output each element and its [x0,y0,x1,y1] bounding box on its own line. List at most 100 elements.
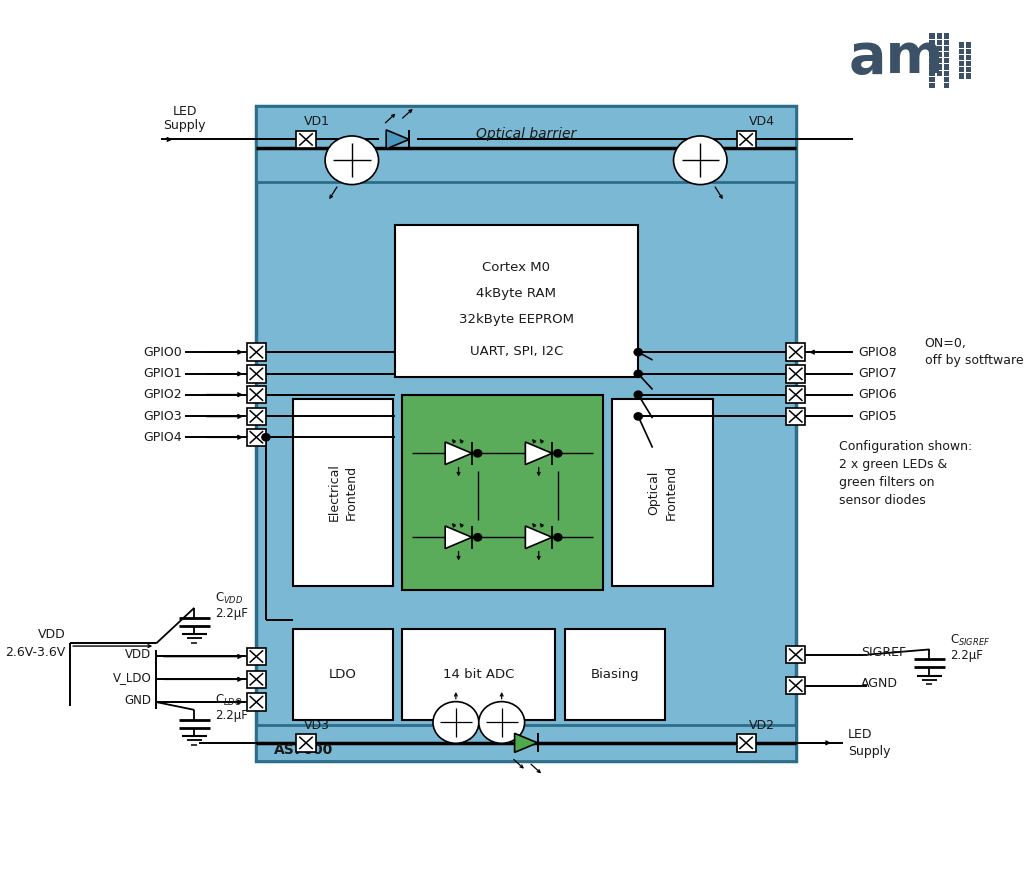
Bar [944,83,949,88]
Text: Biasing: Biasing [591,668,639,681]
Bar [247,386,266,403]
Text: LED: LED [848,727,872,740]
Bar [247,648,266,665]
Bar [944,52,949,57]
Text: LED: LED [173,105,197,118]
Bar [292,629,393,720]
Text: 2.2μF: 2.2μF [215,709,249,722]
Bar [937,64,942,70]
Bar [786,343,805,361]
Bar [944,39,949,44]
Bar [247,693,266,711]
Text: V_LDO: V_LDO [113,671,151,684]
Bar [256,105,796,182]
Text: ON=0,: ON=0, [924,337,967,350]
Bar [929,33,934,38]
Text: Configuration shown:
2 x green LEDs &
green filters on
sensor diodes: Configuration shown: 2 x green LEDs & gr… [839,440,972,507]
Circle shape [553,449,563,457]
Bar [786,646,805,664]
Bar [256,105,796,761]
Text: Supply: Supply [848,745,891,758]
Text: 2.2μF: 2.2μF [215,607,249,620]
Bar [395,226,638,377]
Bar [296,131,316,148]
Bar [292,399,393,585]
Bar [256,725,796,761]
Text: VDD: VDD [37,628,65,641]
Bar [937,52,942,57]
Bar [929,71,934,76]
Circle shape [472,449,483,457]
Bar [937,71,942,76]
Bar [786,386,805,403]
Bar [737,131,755,148]
Text: GPIO0: GPIO0 [143,346,182,359]
Text: Electrical
Frontend: Electrical Frontend [327,463,357,522]
Text: 14 bit ADC: 14 bit ADC [443,668,515,681]
Text: Optical
Frontend: Optical Frontend [648,465,678,520]
Bar [944,45,949,51]
Text: GPIO8: GPIO8 [858,346,896,359]
Text: GPIO1: GPIO1 [143,368,182,381]
Text: 2.6V-3.6V: 2.6V-3.6V [5,645,65,658]
Bar [937,33,942,38]
Bar [402,395,603,590]
Circle shape [633,390,643,399]
Text: AGND: AGND [861,677,897,690]
Text: GPIO4: GPIO4 [143,431,182,443]
Text: C$_{SIGREF}$: C$_{SIGREF}$ [950,632,990,648]
Text: VD3: VD3 [305,719,330,732]
Text: VD4: VD4 [749,115,775,128]
Text: am: am [848,30,944,84]
Bar [402,629,555,720]
Text: C$_{LDO}$: C$_{LDO}$ [215,693,242,708]
Text: 32kByte EEPROM: 32kByte EEPROM [459,313,574,326]
Polygon shape [386,130,409,149]
Bar [929,45,934,51]
Bar [944,77,949,82]
Circle shape [673,136,727,185]
Circle shape [479,702,524,743]
Text: AS7000: AS7000 [274,743,333,757]
Bar [247,408,266,425]
Circle shape [472,533,483,542]
Bar [967,49,972,54]
Bar [944,58,949,64]
Bar [958,67,965,72]
Bar [937,45,942,51]
Bar [958,73,965,78]
Bar [737,734,755,752]
Bar [247,365,266,382]
Bar [929,39,934,44]
Polygon shape [525,526,552,549]
Text: 2.2μF: 2.2μF [950,649,983,662]
Text: GPIO7: GPIO7 [858,368,896,381]
Text: Optical barrier: Optical barrier [476,126,576,140]
Bar [929,64,934,70]
Text: SIGREF: SIGREF [861,645,905,658]
Bar [937,58,942,64]
Circle shape [553,533,563,542]
Bar [944,71,949,76]
Bar [929,58,934,64]
Text: C$_{VDD}$: C$_{VDD}$ [215,591,243,606]
Text: UART, SPI, I2C: UART, SPI, I2C [469,345,564,358]
Polygon shape [445,442,472,464]
Bar [786,365,805,382]
Bar [247,429,266,446]
Polygon shape [445,526,472,549]
Text: VD2: VD2 [749,719,775,732]
Circle shape [325,136,378,185]
Polygon shape [515,733,538,753]
Bar [786,677,805,694]
Circle shape [633,369,643,378]
Text: VD1: VD1 [305,115,330,128]
Bar [958,61,965,66]
Text: LDO: LDO [328,668,356,681]
Bar [565,629,665,720]
Text: GPIO5: GPIO5 [858,410,896,423]
Bar [247,343,266,361]
Bar [967,73,972,78]
Circle shape [633,348,643,356]
Bar [967,55,972,60]
